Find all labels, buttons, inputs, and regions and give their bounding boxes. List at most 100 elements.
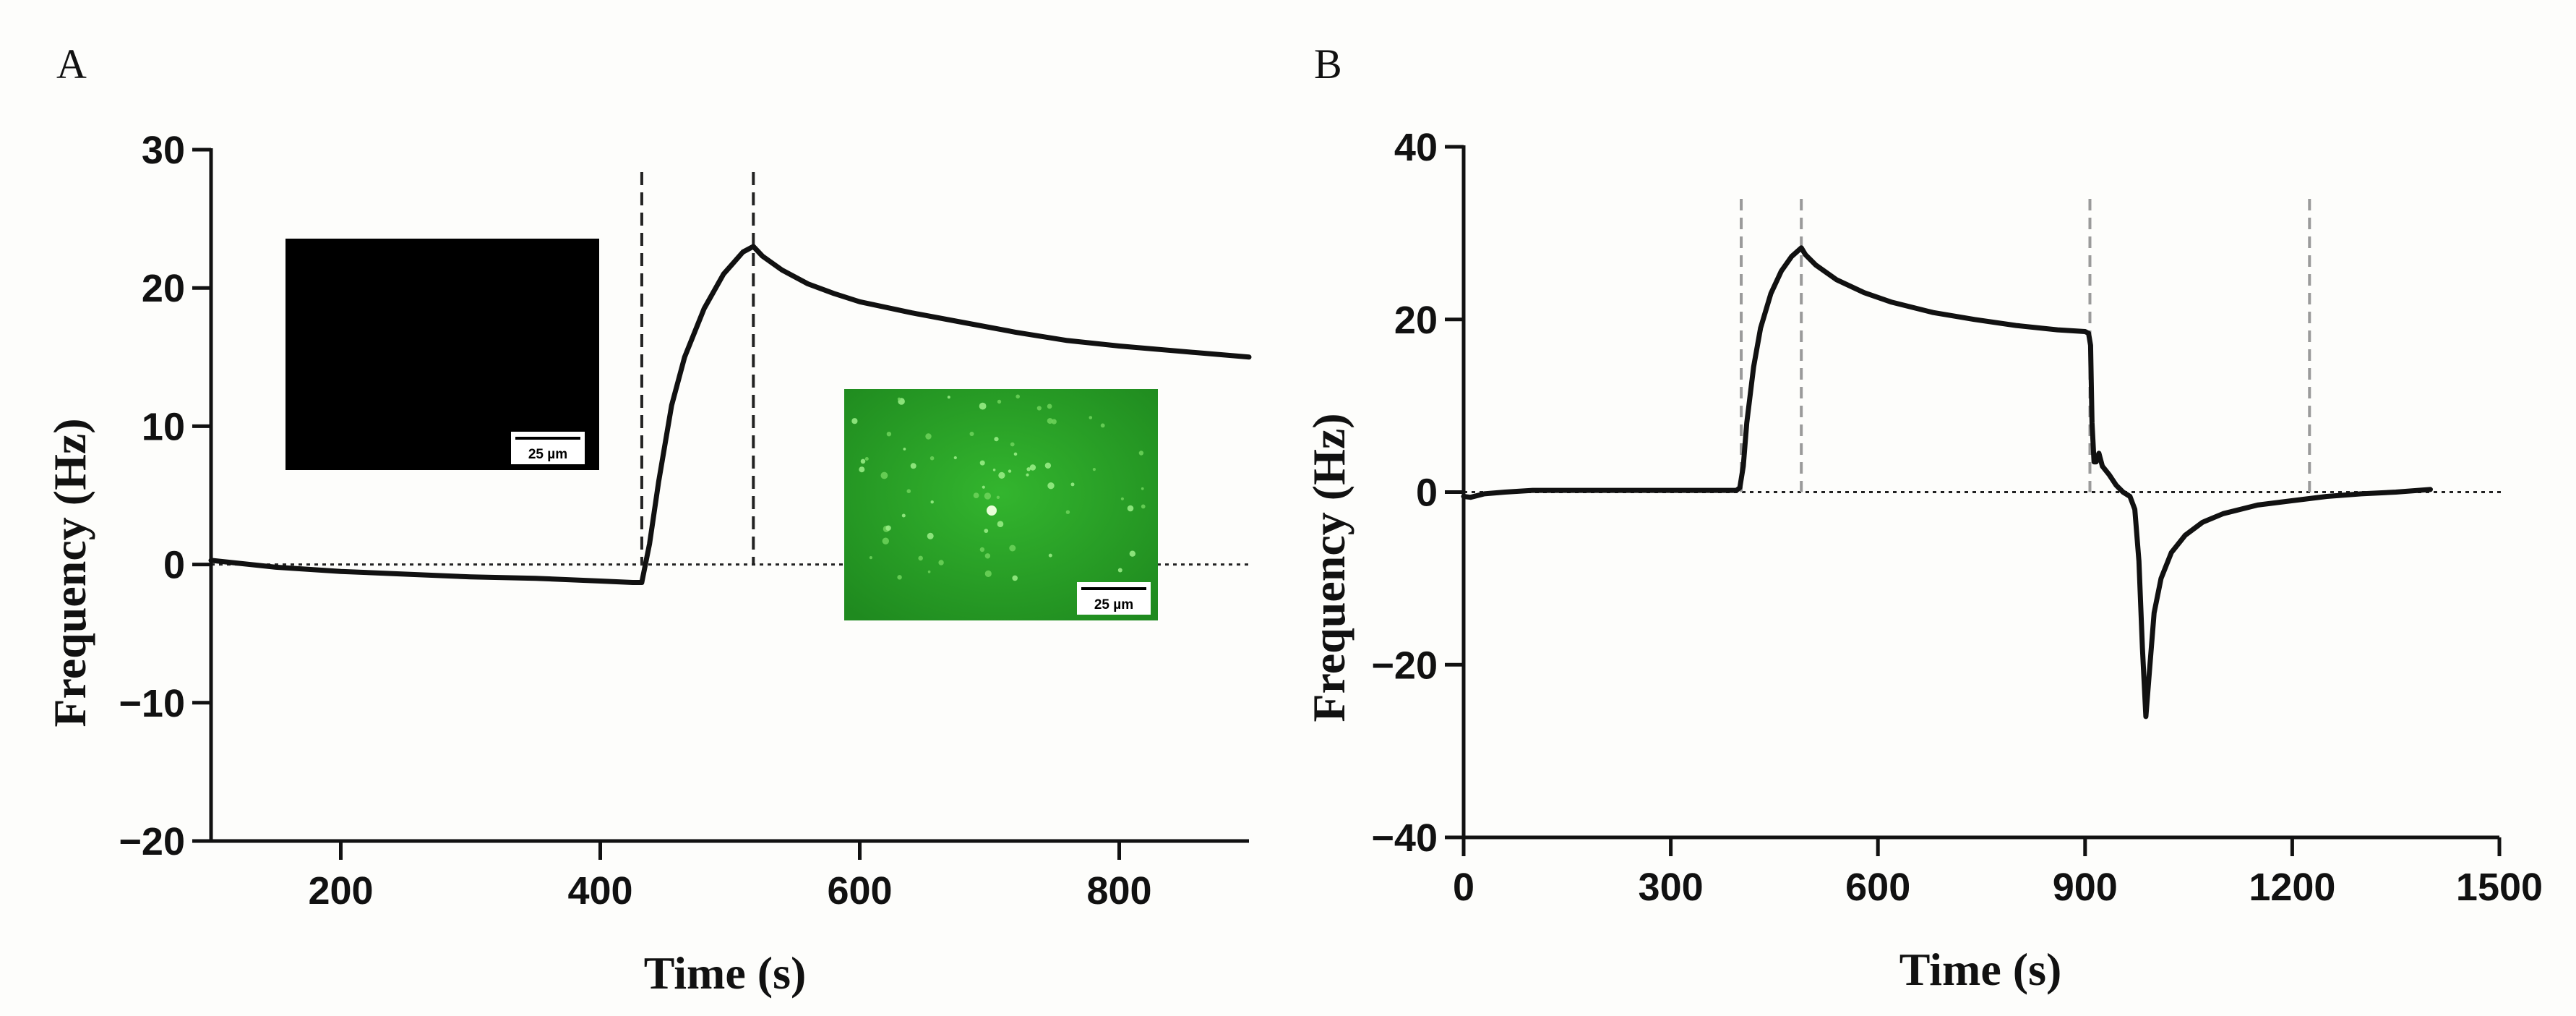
panel-b-y-tick-label-2: 0: [1416, 471, 1438, 515]
particle-dot: [1127, 505, 1134, 512]
particle-dot: [1129, 550, 1136, 557]
panel-a-y-tick-label-5: 30: [142, 129, 185, 172]
particle-dot: [886, 432, 892, 437]
particle-dot: [1047, 418, 1053, 424]
particle-dot: [918, 555, 923, 561]
panel-b-x-tick-label-2: 600: [1845, 866, 1910, 909]
particle-dot: [882, 537, 890, 545]
particle-dot: [947, 396, 950, 399]
panel-b-ticks: −40 −20 0 20 40 0 300 600 900 1200 1500: [1371, 126, 2543, 909]
panel-a-series: [208, 244, 1252, 585]
particle-dot: [864, 457, 869, 461]
particle-dot: [996, 495, 1000, 499]
particle-dot: [1029, 464, 1036, 471]
panel-b-markers: [1740, 199, 2311, 492]
particle-dot: [925, 433, 932, 440]
particle-dot: [1010, 442, 1015, 447]
inset-dark-scale-label: 25 µm: [528, 447, 567, 462]
particle-dot: [1026, 473, 1029, 477]
panel-b-x-tick-label-4: 1200: [2249, 866, 2335, 909]
particle-dot: [1036, 406, 1042, 411]
panel-b-letter: B: [1314, 40, 1342, 87]
panel-a-x-tick-label-2: 600: [827, 869, 892, 913]
particle-dot: [1100, 423, 1105, 428]
particle-dot: [1026, 467, 1031, 471]
panel-a-y-axis-title: Frequency (Hz): [44, 418, 95, 727]
panel-a-y-tick-label-4: 20: [142, 267, 185, 310]
inset-green-micrograph: 25 µm: [844, 389, 1158, 620]
particle-dot: [1092, 468, 1096, 471]
particle-dot: [979, 460, 985, 466]
particle-dot: [930, 500, 934, 504]
panel-b-x-tick-label-3: 900: [2053, 866, 2118, 909]
panel-b-y-tick-label-1: −20: [1371, 644, 1438, 687]
particle-dot: [1138, 451, 1144, 456]
particle-dot: [979, 547, 985, 552]
panel-b-x-axis-title: Time (s): [1899, 944, 2062, 995]
particle-dot: [953, 456, 957, 460]
particle-dot: [929, 456, 935, 461]
panel-b-y-tick-label-3: 20: [1394, 299, 1438, 342]
inset-green-particles: [851, 394, 1146, 581]
particle-dot: [997, 521, 1004, 527]
panel-b: B −40 −20 0 20 40 0 300 600 900 1200 1500 Frequenc…: [1303, 40, 2543, 995]
particle-dot: [984, 570, 992, 578]
particle-dot: [927, 532, 934, 539]
particle-dot: [1120, 497, 1124, 500]
panel-a-x-axis-title: Time (s): [644, 947, 807, 999]
particle-dot: [1012, 575, 1018, 581]
particle-dot: [1047, 482, 1055, 490]
particle-dot: [984, 492, 992, 500]
particle-dot: [969, 432, 974, 436]
particle-dot: [992, 469, 996, 471]
particle-dot: [973, 492, 979, 498]
particle-dot-bright: [987, 505, 997, 516]
panel-a-letter: A: [56, 40, 87, 87]
particle-dot: [1013, 452, 1018, 456]
particle-dot: [901, 513, 906, 518]
particle-dot: [880, 471, 888, 479]
particle-dot: [1044, 462, 1052, 469]
inset-green-scale-label: 25 µm: [1094, 597, 1133, 612]
panel-a-x-tick-label-3: 800: [1086, 869, 1151, 913]
particle-dot: [897, 397, 901, 401]
particle-dot: [906, 489, 911, 493]
panel-a-y-tick-label-0: −20: [119, 820, 185, 863]
particle-dot: [1065, 510, 1070, 514]
particle-dot: [1048, 553, 1052, 558]
panel-b-y-axis-title: Frequency (Hz): [1303, 413, 1354, 722]
panel-a-ticks: −20 −10 0 10 20 30 200 400 600 800: [119, 129, 1151, 913]
panel-b-x-tick-label-0: 0: [1453, 866, 1474, 909]
particle-dot: [859, 466, 865, 473]
particle-dot: [1141, 487, 1144, 490]
particle-dot: [984, 529, 989, 533]
panel-b-series-line-0: [1461, 245, 2433, 720]
particle-dot: [984, 553, 991, 559]
particle-dot: [938, 560, 944, 565]
panel-b-x-tick-label-1: 300: [1639, 866, 1704, 909]
particle-dot: [851, 418, 858, 424]
particle-dot: [982, 485, 985, 489]
particle-dot: [910, 463, 916, 469]
particle-dot: [1117, 568, 1122, 573]
particle-dot: [927, 570, 931, 573]
particle-dot: [903, 448, 906, 451]
panel-a-markers: [640, 172, 755, 565]
inset-green-image: [844, 389, 1158, 620]
panel-b-x-tick-label-5: 1500: [2456, 866, 2543, 909]
panel-a-y-tick-label-3: 10: [142, 405, 185, 448]
panel-b-y-tick-label-0: −40: [1371, 816, 1438, 860]
particle-dot: [994, 437, 999, 442]
panel-a-x-tick-label-0: 200: [308, 869, 373, 913]
particle-dot: [1047, 404, 1052, 409]
particle-dot: [998, 471, 1005, 479]
panel-b-y-tick-label-4: 40: [1394, 126, 1438, 169]
inset-dark-image: [285, 239, 599, 470]
inset-dark-micrograph: 25 µm: [285, 239, 599, 470]
panel-a-y-tick-label-1: −10: [119, 682, 185, 725]
particle-dot: [885, 525, 891, 531]
panel-b-series: [1461, 245, 2433, 720]
panel-a-series-line-0: [208, 244, 1252, 585]
